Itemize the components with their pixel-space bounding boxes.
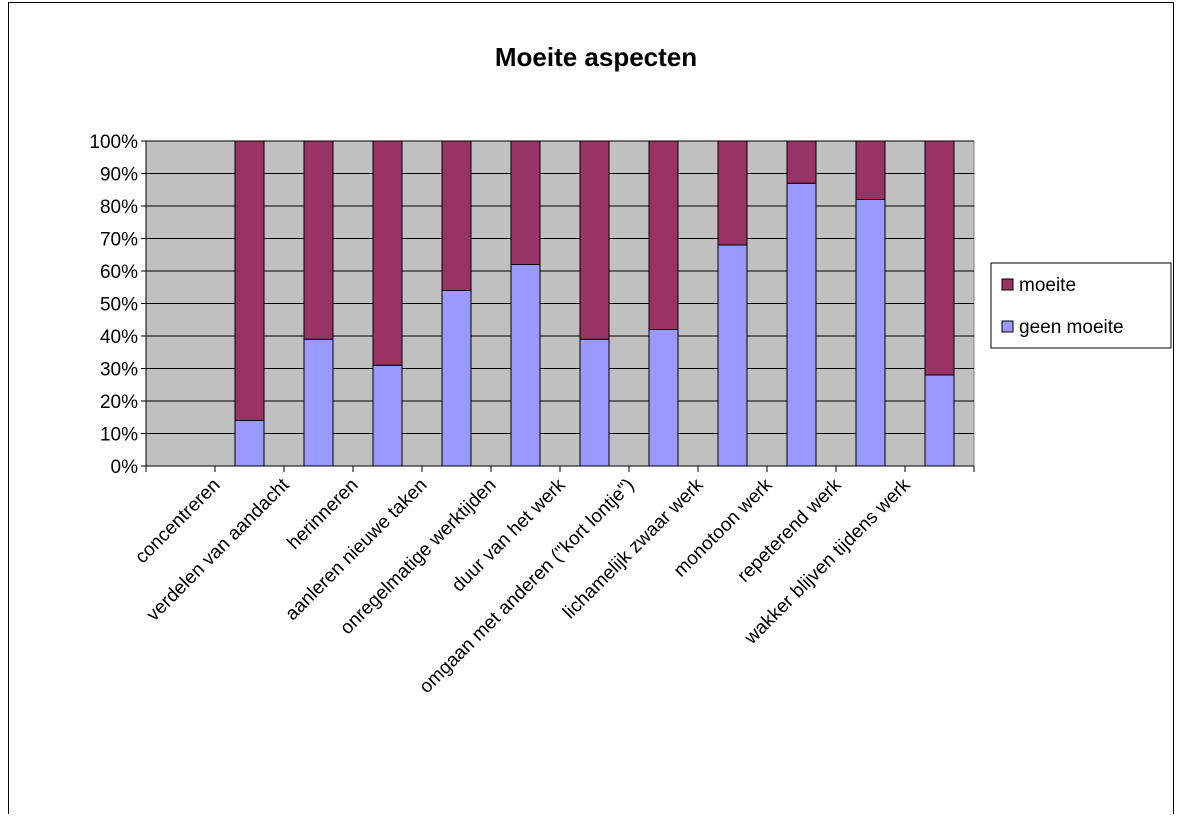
bar-geen-moeite: [579, 338, 610, 467]
y-tick-label: 80%: [100, 197, 138, 218]
y-tick-label: 90%: [100, 165, 138, 186]
bar-moeite: [510, 140, 541, 265]
y-tick-label: 50%: [100, 295, 138, 316]
bar-moeite: [303, 140, 334, 340]
bar-geen-moeite: [303, 338, 334, 467]
bar-geen-moeite: [234, 420, 265, 467]
bar-geen-moeite: [717, 244, 748, 467]
bar-geen-moeite: [786, 182, 817, 467]
y-tick-label: 30%: [100, 360, 138, 381]
bar-moeite: [717, 140, 748, 246]
y-tick-label: 70%: [100, 230, 138, 251]
chart-title: Moeite aspecten: [495, 42, 697, 72]
y-tick-label: 10%: [100, 425, 138, 446]
bar-moeite: [441, 140, 472, 291]
y-tick-label: 20%: [100, 392, 138, 413]
y-axis-ticks: 0% 10% 20% 30% 40% 50% 60% 70% 80% 90% 100%: [89, 132, 146, 478]
y-tick-label: 100%: [89, 132, 138, 153]
axes: [145, 141, 975, 472]
legend: moeite geen moeite: [990, 262, 1172, 349]
x-category-label: lichamelijk zwaar werk: [559, 474, 708, 623]
bar-geen-moeite: [855, 199, 886, 467]
x-category-label: verdelen van aandacht: [143, 474, 294, 625]
bar-geen-moeite: [648, 329, 679, 467]
bar-moeite: [234, 140, 265, 421]
bar-moeite: [579, 140, 610, 340]
bar-geen-moeite: [372, 364, 403, 467]
chart-frame: Moeite aspecten 0% 10% 20% 30% 40% 50% 60% 70% 8…: [8, 2, 1174, 814]
chart: Moeite aspecten 0% 10% 20% 30% 40% 50% 60% 70% 8…: [89, 42, 1172, 698]
legend-swatch-geen-moeite: [1001, 320, 1014, 333]
bar-moeite: [855, 140, 886, 200]
x-category-label: aanleren nieuwe taken: [281, 475, 431, 625]
bar-moeite: [924, 140, 955, 376]
bar-geen-moeite: [441, 290, 472, 467]
legend-label-geen-moeite: geen moeite: [1019, 317, 1124, 338]
bar-moeite: [786, 140, 817, 184]
bar-geen-moeite: [924, 374, 955, 467]
x-category-label: duur van het werk: [448, 474, 570, 596]
legend-label-moeite: moeite: [1019, 275, 1076, 296]
y-tick-label: 40%: [100, 327, 138, 348]
bar-moeite: [648, 140, 679, 330]
bar-geen-moeite: [510, 264, 541, 467]
bars: [234, 140, 955, 467]
legend-box: [990, 262, 1172, 349]
y-tick-label: 0%: [111, 457, 139, 478]
y-tick-label: 60%: [100, 262, 138, 283]
legend-swatch-moeite: [1001, 278, 1014, 291]
bar-moeite: [372, 140, 403, 366]
